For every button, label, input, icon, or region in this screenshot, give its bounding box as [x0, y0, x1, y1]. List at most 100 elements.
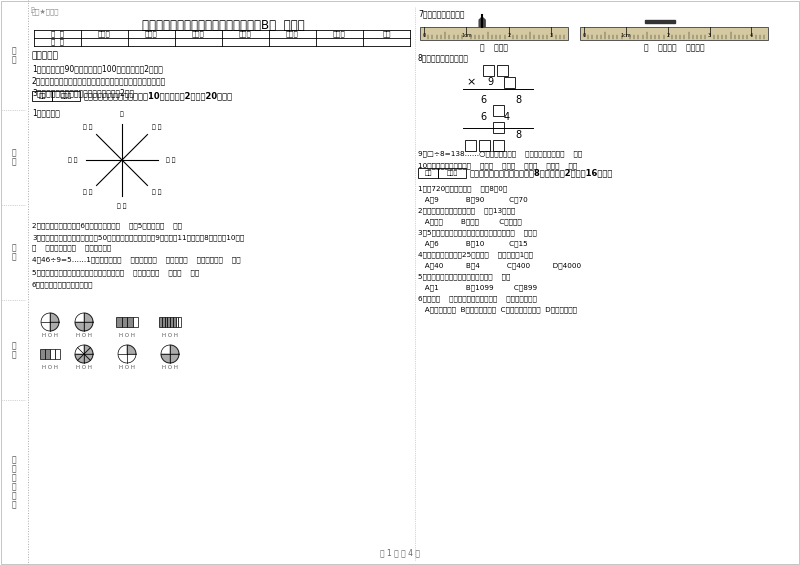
Bar [483, 65, 494, 76]
Text: 考试须知：: 考试须知： [32, 51, 59, 60]
Text: 长: 长 [12, 492, 16, 501]
Text: （ ）: （ ） [82, 125, 92, 131]
Text: 6、明天（    ）会下雨，今天下午我（    ）游遍全世界。: 6、明天（ ）会下雨，今天下午我（ ）游遍全世界。 [418, 295, 537, 302]
Text: H O H: H O H [162, 333, 178, 338]
Text: A、9            B、90           C、70: A、9 B、90 C、70 [418, 196, 528, 203]
Bar [122, 317, 127, 327]
Bar [465, 140, 476, 151]
Bar [175, 317, 178, 327]
Text: 3．不要在试卷上乱写乱画，卷面不整洁扣2分。: 3．不要在试卷上乱写乱画，卷面不整洁扣2分。 [32, 88, 134, 97]
Bar [40, 349, 45, 359]
Text: 题  号: 题 号 [51, 31, 64, 37]
Polygon shape [75, 322, 84, 331]
Bar [438, 168, 466, 178]
Text: 2、把一根绳子平均分成6份，每份是它的（    ），5份是它的（    ）。: 2、把一根绳子平均分成6份，每份是它的（ ），5份是它的（ ）。 [32, 222, 182, 229]
Text: 校: 校 [12, 341, 16, 350]
Text: 二、反复比较，慎重选择（共8小题，每题2分，共16分）。: 二、反复比较，慎重选择（共8小题，每题2分，共16分）。 [470, 168, 614, 177]
Text: （ ）: （ ） [82, 190, 92, 195]
Text: 2: 2 [507, 33, 510, 38]
Text: 5、最小三位数和最大三位数的和是（    ）。: 5、最小三位数和最大三位数的和是（ ）。 [418, 273, 510, 280]
Text: 选择题: 选择题 [145, 31, 158, 37]
Text: 评卷人: 评卷人 [446, 170, 458, 176]
Polygon shape [84, 313, 93, 322]
Text: 3: 3 [550, 33, 553, 38]
Text: 6: 6 [480, 95, 486, 105]
Bar [55, 349, 60, 359]
Polygon shape [170, 345, 179, 354]
Bar [493, 140, 504, 151]
Text: 0: 0 [582, 33, 586, 38]
Text: （    ）毫米: （ ）毫米 [480, 43, 508, 52]
Text: ×: × [466, 77, 476, 87]
Text: （ ）: （ ） [152, 125, 162, 131]
Text: 9: 9 [487, 77, 493, 87]
Text: H O H: H O H [76, 333, 92, 338]
Bar [162, 317, 165, 327]
Text: 8: 8 [515, 130, 521, 140]
Text: 学: 学 [12, 55, 16, 64]
Text: 4、46÷9=5……1中，被除数是（    ），除数是（    ），商是（    ），余数是（    ）。: 4、46÷9=5……1中，被除数是（ ），除数是（ ），商是（ ），余数是（ ）… [32, 256, 241, 263]
Text: 2、按农历计算，有的年份（    ）有13个月。: 2、按农历计算，有的年份（ ）有13个月。 [418, 207, 515, 214]
Text: 填空题: 填空题 [98, 31, 111, 37]
Polygon shape [84, 322, 93, 331]
Bar [133, 317, 138, 327]
Text: A、6            B、10           C、15: A、6 B、10 C、15 [418, 240, 528, 246]
Text: 签: 签 [12, 473, 16, 483]
Text: 计算题: 计算题 [239, 31, 252, 37]
Text: 题库★应用圈: 题库★应用圈 [32, 8, 59, 15]
Text: 得分: 得分 [424, 170, 432, 176]
Text: H O H: H O H [76, 365, 92, 370]
Text: A、一定        B、可能         C、不可能: A、一定 B、可能 C、不可能 [418, 218, 522, 225]
Bar [127, 317, 133, 327]
Text: ）: ） [12, 455, 16, 464]
Bar [173, 317, 175, 327]
Text: 3、5名同学打乒乓球，每两人打一局，共要打（    ）场。: 3、5名同学打乒乓球，每两人打一局，共要打（ ）场。 [418, 229, 537, 236]
Polygon shape [78, 354, 84, 363]
Bar [418, 168, 438, 178]
Bar [178, 317, 181, 327]
Text: 6、看图写分数，并比较大小。: 6、看图写分数，并比较大小。 [32, 281, 94, 288]
Text: A、40          B、4            C、400          D、4000: A、40 B、4 C、400 D、4000 [418, 262, 581, 268]
Text: 姓: 姓 [12, 158, 16, 167]
Text: A、1            B、1099         C、899: A、1 B、1099 C、899 [418, 284, 537, 290]
Polygon shape [50, 313, 59, 322]
Text: 名: 名 [12, 149, 16, 158]
Polygon shape [170, 354, 179, 363]
Text: （ ）: （ ） [166, 157, 176, 163]
Text: 1、填一填。: 1、填一填。 [32, 108, 60, 117]
Text: 1、从720里连续减去（    ）个8等0。: 1、从720里连续减去（ ）个8等0。 [418, 185, 507, 192]
Polygon shape [84, 354, 90, 363]
Text: H O H: H O H [162, 365, 178, 370]
Polygon shape [646, 20, 675, 23]
Text: 得分: 得分 [38, 93, 46, 99]
Text: 8、在里填上适当的数。: 8、在里填上适当的数。 [418, 53, 469, 62]
Text: H O H: H O H [119, 365, 135, 370]
Text: 号: 号 [12, 46, 16, 55]
Bar [159, 317, 162, 327]
Text: 9、□÷8=138……○，余数最大值（    ），这时被除数是（    ）。: 9、□÷8=138……○，余数最大值（ ），这时被除数是（ ）。 [418, 150, 582, 157]
Bar [420, 27, 568, 40]
Text: 一、用心思考，正确填空（共10小题，每题2分，共20分）。: 一、用心思考，正确填空（共10小题，每题2分，共20分）。 [84, 92, 233, 101]
Text: 2．请首先按要求在试卷的指定位置填写您的姓名、班级、学号。: 2．请首先按要求在试卷的指定位置填写您的姓名、班级、学号。 [32, 76, 166, 85]
Bar [32, 91, 52, 101]
Text: 综合题: 综合题 [286, 31, 299, 37]
Polygon shape [84, 347, 93, 354]
Polygon shape [161, 354, 170, 363]
Text: 3: 3 [708, 33, 711, 38]
Text: 学: 学 [12, 350, 16, 359]
Bar [580, 27, 768, 40]
Bar [116, 317, 122, 327]
Text: （: （ [12, 483, 16, 492]
Text: 判断题: 判断题 [192, 31, 205, 37]
Bar [167, 317, 170, 327]
Polygon shape [479, 18, 485, 27]
Bar [45, 349, 50, 359]
Text: 0: 0 [422, 33, 426, 38]
Polygon shape [75, 354, 84, 360]
Bar [50, 349, 55, 359]
Text: 8: 8 [515, 95, 521, 105]
Text: H O H: H O H [119, 333, 135, 338]
Text: （ ）: （ ） [152, 190, 162, 195]
Text: （ ）: （ ） [68, 157, 78, 163]
Text: 总分: 总分 [382, 31, 390, 37]
